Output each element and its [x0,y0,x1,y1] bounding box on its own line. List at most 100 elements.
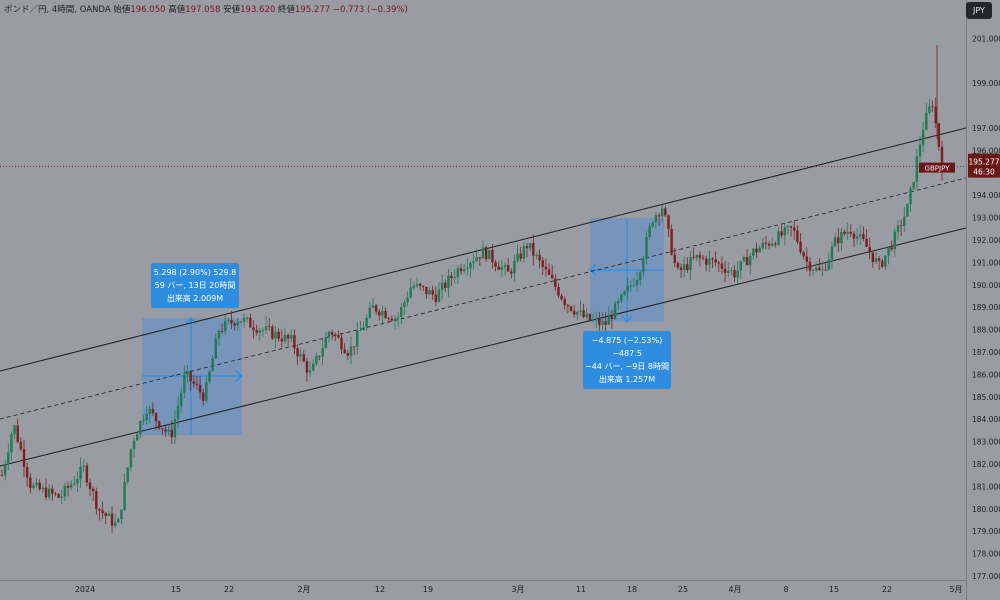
candle-down [459,268,463,272]
candle-up [208,371,211,382]
candle-down [560,295,563,300]
candle-up [236,321,239,326]
candle-down [374,305,378,312]
candle-up [771,243,774,246]
price-tag-price: 195.277 [968,158,999,167]
candle-down [670,228,673,255]
candle-up [642,258,645,273]
candle-down [934,106,937,124]
high-value: 197.058 [185,5,221,15]
candle-down [0,475,4,476]
channel-mid-line[interactable] [0,177,967,420]
candle-up [35,482,38,486]
y-tick-label: 179.000 [972,527,1000,536]
candle-up [708,258,711,265]
candle-down [387,318,390,319]
candle-down [195,383,199,385]
price-tag-symbol-bg [919,162,955,173]
price-tag-symbol-text: GBPJPY [925,165,951,173]
candle-down [541,260,544,267]
measure-down-line1: −4.875 (−2.53%) −487.5 [591,336,663,358]
candle-down [57,494,60,498]
candle-up [129,449,133,468]
candle-up [635,280,639,286]
candle-down [491,249,494,263]
measure-tooltip-down: −4.875 (−2.53%) −487.5 −44 バー, −9日 8時間 出… [583,331,671,389]
candle-up [82,465,85,467]
candle-down [720,263,724,269]
candle-up [415,283,419,286]
candle-down [544,266,548,270]
candle-up [10,434,13,453]
candle-down [154,412,158,422]
candle-up [648,226,651,238]
candle-down [352,346,356,348]
candle-down [444,282,447,288]
candle-up [925,112,928,130]
candle-down [19,441,23,450]
close-label: 終値 [277,5,295,15]
candle-down [337,335,340,338]
candle-up [607,316,610,325]
candle-up [315,355,318,364]
candle-up [186,371,189,375]
candle-up [258,330,261,333]
candle-up [242,318,246,322]
candle-up [623,291,626,295]
candle-up [368,307,372,318]
y-tick-label: 191.000 [972,258,1000,267]
candle-up [132,440,136,450]
candle-down [390,318,394,321]
candle-up [488,249,491,260]
candle-up [855,236,859,239]
candle-up [601,321,604,326]
candle-up [148,408,151,415]
candle-up [349,346,353,356]
x-tick-label: 18 [627,585,637,594]
y-tick-label: 188.000 [972,326,1000,335]
candle-up [736,270,739,278]
candle-down [497,266,500,270]
candle-up [371,305,375,308]
y-tick-label: 183.000 [972,438,1000,447]
candle-down [286,334,290,339]
candle-down [104,513,107,516]
x-tick-label: 22 [882,585,892,594]
candle-up [827,259,831,270]
candle-down [305,361,309,373]
candle-up [579,310,582,312]
channel-lower-line[interactable] [0,227,967,467]
x-tick-label: 15 [171,585,181,594]
measure-up-line2: 59 バー, 13日 20時間 [154,281,236,290]
candle-down [550,274,554,279]
candle-up [409,287,412,298]
candle-up [846,231,849,234]
candle-up [761,242,765,249]
candle-up [406,297,409,303]
candle-down [554,278,557,287]
candle-up [469,263,472,269]
candle-down [252,327,255,331]
candle-up [13,425,16,435]
x-tick-label: 22 [224,585,234,594]
candle-up [456,268,460,278]
candle-down [25,466,29,478]
candle-up [918,144,922,157]
candle-down [745,257,749,266]
change-value: −0.773 (−0.39%) [332,5,408,15]
candle-up [145,414,148,421]
y-tick-label: 201.000 [972,34,1000,43]
y-tick-label: 189.000 [972,303,1000,312]
candle-up [299,354,302,357]
currency-button[interactable]: JPY [966,2,992,19]
candle-up [739,261,742,271]
candle-down [717,262,720,264]
candle-up [440,282,444,290]
measure-down-arrow-left [589,264,597,276]
y-tick-label: 199.000 [972,79,1000,88]
candle-down [51,488,54,494]
candle-up [884,255,887,267]
candle-down [664,208,667,216]
candle-up [365,317,368,328]
